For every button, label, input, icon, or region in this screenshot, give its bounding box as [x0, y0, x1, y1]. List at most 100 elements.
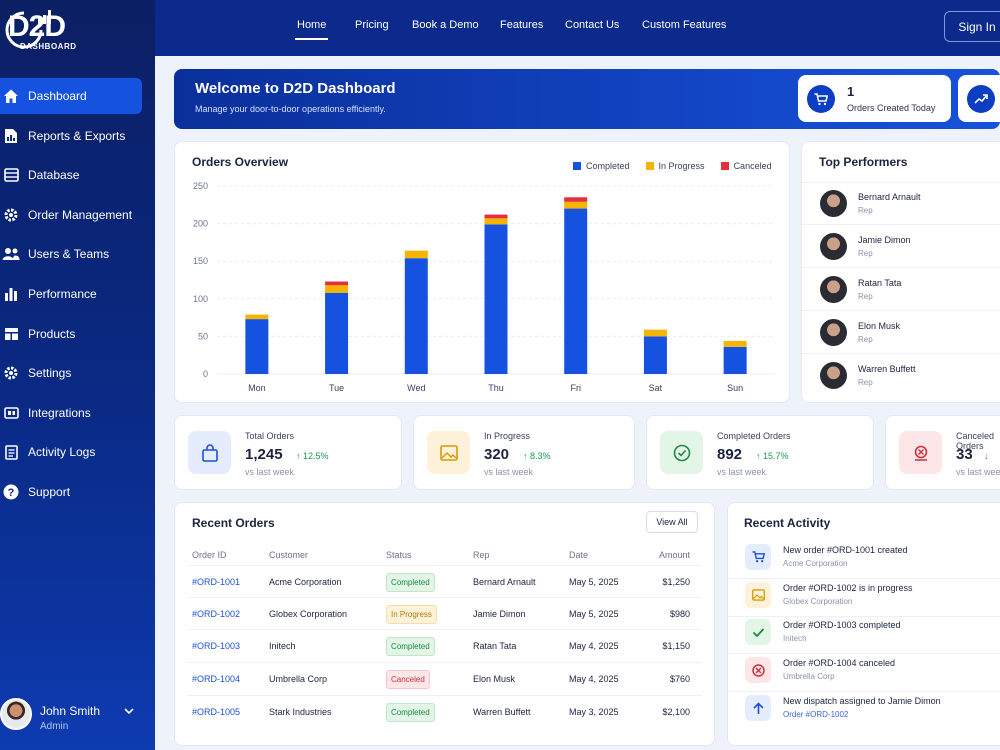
bar-in-progress [723, 340, 747, 347]
table-row[interactable]: #ORD-1001 Acme Corporation Completed Ber… [187, 565, 702, 598]
kpi-canceled-orders[interactable]: Canceled Orders 33 ↓ vs last week [885, 415, 1000, 490]
orders-today-card[interactable]: 1 Orders Created Today [798, 75, 951, 122]
amount-cell: $2,100 [662, 707, 690, 717]
welcome-subtitle: Manage your door-to-door operations effi… [195, 104, 386, 114]
welcome-title: Welcome to D2D Dashboard [195, 80, 396, 97]
table-row[interactable]: #ORD-1002 Globex Corporation In Progress… [187, 597, 702, 630]
logo[interactable]: D2D DASHBOARD [4, 6, 76, 54]
order-id-link[interactable]: #ORD-1002 [192, 609, 241, 619]
svg-text:?: ? [8, 487, 15, 499]
bar-completed [723, 346, 747, 374]
activity-item[interactable]: Order #ORD-1004 canceled Umbrella Corp [728, 654, 1000, 692]
table-row[interactable]: #ORD-1003 Initech Completed Ratan Tata M… [187, 629, 702, 662]
logo-text: D2D [8, 10, 66, 43]
arrow-up-icon: ↑ [756, 451, 761, 461]
performer-row[interactable]: Bernard Arnault Rep [802, 182, 1000, 225]
kpi-in-progress[interactable]: In Progress 320 ↑ 8.3% vs last week [413, 415, 635, 490]
chart-title: Orders Overview [192, 155, 289, 169]
nav-features[interactable]: Features [500, 19, 544, 31]
performer-row[interactable]: Jamie Dimon Rep [802, 225, 1000, 268]
sidebar-item-activity-logs[interactable]: Activity Logs [0, 434, 142, 470]
avatar [820, 319, 847, 346]
activity-item[interactable]: New order #ORD-1001 created Acme Corpora… [728, 541, 1000, 579]
nav-custom-features[interactable]: Custom Features [642, 19, 727, 31]
logs-icon [2, 443, 20, 461]
customer-cell: Acme Corporation [269, 577, 342, 587]
order-id-link[interactable]: #ORD-1001 [192, 577, 241, 587]
nav-book-demo[interactable]: Book a Demo [412, 19, 479, 31]
performer-row[interactable]: Elon Musk Rep [802, 311, 1000, 354]
kpi-change: ↑ 12.5% [296, 451, 329, 461]
performer-role: Rep [858, 292, 873, 301]
x-tick-label: Sun [727, 383, 743, 393]
activity-sub: Umbrella Corp [783, 672, 835, 681]
cancel-icon [899, 431, 942, 474]
order-id-link[interactable]: #ORD-1003 [192, 641, 241, 651]
nav-home[interactable]: Home [294, 19, 329, 40]
order-id-link[interactable]: #ORD-1005 [192, 707, 241, 717]
trend-card[interactable] [958, 75, 1000, 122]
rep-cell: Jamie Dimon [473, 609, 526, 619]
sign-in-button[interactable]: Sign In [944, 11, 1000, 42]
column-header: Rep [473, 550, 490, 560]
status-badge: Canceled [386, 670, 430, 689]
sidebar-item-dashboard[interactable]: Dashboard [0, 78, 142, 114]
activity-sub-link[interactable]: Order #ORD-1002 [783, 710, 849, 719]
date-cell: May 4, 2025 [569, 641, 619, 651]
kpi-total-orders[interactable]: Total Orders 1,245 ↑ 12.5% vs last week [174, 415, 402, 490]
avatar [820, 276, 847, 303]
activity-item[interactable]: Order #ORD-1002 is in progress Globex Co… [728, 579, 1000, 617]
sidebar-item-reports[interactable]: Reports & Exports [0, 118, 142, 154]
user-profile[interactable]: John Smith Admin [0, 696, 155, 736]
performer-row[interactable]: Warren Buffett Rep [802, 354, 1000, 397]
nav-pricing[interactable]: Pricing [355, 19, 389, 31]
chevron-down-icon[interactable] [124, 706, 134, 718]
performer-name: Warren Buffett [858, 364, 916, 374]
table-row[interactable]: #ORD-1005 Stark Industries Completed War… [187, 695, 702, 728]
customer-cell: Globex Corporation [269, 609, 348, 619]
x-tick-label: Fri [570, 383, 581, 393]
sidebar-item-label: Database [28, 168, 80, 183]
sidebar-item-users-teams[interactable]: Users & Teams [0, 236, 142, 272]
x-tick-label: Mon [248, 383, 266, 393]
kpi-sub: vs last week [956, 467, 1000, 477]
kpi-completed-orders[interactable]: Completed Orders 892 ↑ 15.7% vs last wee… [646, 415, 874, 490]
legend-label: Canceled [733, 161, 772, 171]
avatar [820, 190, 847, 217]
sidebar-item-label: Dashboard [28, 89, 87, 103]
performer-role: Rep [858, 206, 873, 215]
avatar [0, 698, 32, 730]
nav-contact[interactable]: Contact Us [565, 19, 620, 31]
sidebar-item-settings[interactable]: Settings [0, 355, 142, 391]
activity-sub: Globex Corporation [783, 597, 853, 606]
sidebar-item-integrations[interactable]: Integrations [0, 395, 142, 431]
y-tick-label: 200 [193, 219, 208, 229]
sidebar-item-performance[interactable]: Performance [0, 276, 142, 312]
x-tick-label: Thu [488, 383, 504, 393]
table-row[interactable]: #ORD-1004 Umbrella Corp Canceled Elon Mu… [187, 662, 702, 695]
performer-name: Jamie Dimon [858, 235, 911, 245]
recent-orders-title: Recent Orders [192, 516, 275, 530]
legend-item: Completed [573, 161, 630, 171]
bar-canceled [484, 214, 508, 219]
order-id-link[interactable]: #ORD-1004 [192, 674, 241, 684]
cart-icon [807, 85, 835, 113]
arrow-up-icon [745, 695, 771, 721]
kpi-sub: vs last week [245, 467, 295, 477]
status-badge: Completed [386, 703, 435, 722]
sidebar-item-products[interactable]: Products [0, 316, 142, 352]
activity-item[interactable]: Order #ORD-1003 completed Initech [728, 616, 1000, 654]
view-all-button[interactable]: View All [646, 511, 698, 533]
performer-row[interactable]: Ratan Tata Rep [802, 268, 1000, 311]
activity-text: Order #ORD-1004 canceled [783, 658, 896, 668]
kpi-change: ↓ [984, 451, 989, 461]
rep-cell: Bernard Arnault [473, 577, 536, 587]
user-name: John Smith [40, 704, 101, 718]
sidebar-item-support[interactable]: ? Support [0, 474, 142, 510]
image-icon [427, 431, 470, 474]
legend-swatch [645, 162, 654, 170]
activity-item[interactable]: New dispatch assigned to Jamie Dimon Ord… [728, 692, 1000, 730]
sidebar-item-order-management[interactable]: Order Management [0, 197, 142, 233]
sidebar-item-database[interactable]: Database [0, 157, 142, 193]
database-icon [2, 166, 20, 184]
